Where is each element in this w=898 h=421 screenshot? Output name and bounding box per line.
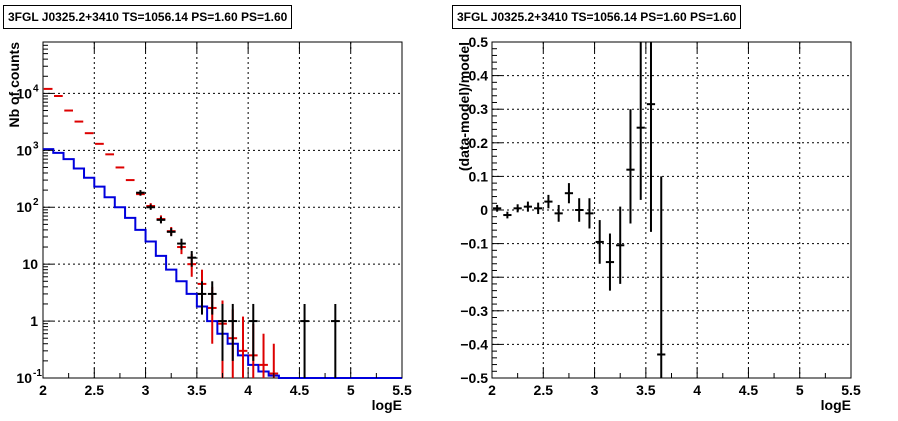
- data-point: [187, 251, 197, 267]
- y-tick-exponent: 4: [33, 83, 39, 94]
- residual-point: [605, 233, 615, 291]
- y-tick-label: 10: [16, 370, 32, 386]
- x-tick-label: 4.5: [290, 382, 310, 398]
- data-point: [166, 228, 176, 237]
- residual-point: [534, 202, 543, 215]
- residual-point: [513, 204, 522, 213]
- residual-point: [523, 201, 533, 212]
- residual-chart-title: 3FGL J0325.2+3410 TS=1056.14 PS=1.60 PS=…: [452, 5, 742, 29]
- data-point: [218, 303, 227, 361]
- residual-plot-frame: [491, 41, 852, 379]
- component-model-line: [43, 148, 402, 379]
- residual-x-axis-label: logE: [821, 397, 851, 413]
- x-tick-label: 2: [488, 382, 496, 398]
- x-tick-label: 2.5: [85, 382, 105, 398]
- residual-point: [544, 194, 553, 209]
- data-point: [146, 204, 156, 210]
- residual-point: [595, 220, 604, 264]
- x-tick-label: 4: [244, 382, 252, 398]
- y-tick-label: 1: [30, 313, 38, 329]
- y-tick-label: 0.4: [469, 68, 489, 84]
- y-tick-label: 10: [16, 199, 32, 215]
- y-tick-label: −0.5: [460, 370, 488, 386]
- x-tick-label: 4: [693, 382, 701, 398]
- data-point: [177, 238, 186, 250]
- residual-point: [636, 42, 645, 200]
- x-tick-label: 3: [591, 382, 599, 398]
- y-tick-exponent: 3: [33, 140, 39, 151]
- data-point: [330, 303, 340, 378]
- y-tick-label: 10: [16, 85, 32, 101]
- y-tick-label: 10: [22, 256, 38, 272]
- data-point: [197, 281, 207, 315]
- y-tick-label: 0: [480, 202, 488, 218]
- x-tick-label: 2.5: [534, 382, 554, 398]
- counts-x-axis-label: logE: [372, 397, 402, 413]
- y-tick-label: −0.1: [460, 236, 488, 252]
- x-tick-label: 5: [796, 382, 804, 398]
- y-tick-label: 0.1: [469, 168, 489, 184]
- y-tick-label: −0.4: [460, 336, 488, 352]
- data-point: [248, 303, 258, 361]
- data-point: [207, 281, 217, 315]
- model-point: [259, 333, 268, 378]
- x-tick-label: 3: [142, 382, 150, 398]
- residual-point: [657, 176, 666, 378]
- residual-point: [493, 204, 502, 212]
- residual-point: [585, 198, 594, 229]
- x-tick-label: 3.5: [636, 382, 656, 398]
- residual-point: [575, 198, 584, 222]
- x-tick-label: 5: [347, 382, 355, 398]
- x-tick-label: 5.5: [841, 382, 861, 398]
- y-tick-label: 0.5: [469, 34, 489, 50]
- data-point: [228, 303, 238, 361]
- data-point: [136, 190, 145, 196]
- model-point: [238, 316, 248, 378]
- x-tick-label: 4.5: [739, 382, 759, 398]
- residual-point: [646, 42, 656, 232]
- counts-chart-title: 3FGL J0325.2+3410 TS=1056.14 PS=1.60 PS=…: [3, 5, 293, 29]
- y-tick-label: −0.2: [460, 269, 488, 285]
- residual-point: [503, 211, 512, 219]
- y-tick-label: −0.3: [460, 303, 488, 319]
- residual-point: [554, 204, 563, 222]
- y-tick-label: 0.2: [469, 135, 489, 151]
- residual-point: [616, 206, 625, 284]
- data-point: [156, 216, 166, 224]
- x-tick-label: 2: [39, 382, 47, 398]
- residual-point: [564, 183, 574, 204]
- residual-y-axis-label: (data-model)/model: [456, 42, 472, 171]
- data-point: [300, 303, 309, 378]
- x-tick-label: 5.5: [392, 382, 412, 398]
- x-tick-label: 3.5: [187, 382, 207, 398]
- counts-y-axis-label: Nb of counts: [6, 42, 22, 128]
- residual-point: [626, 109, 635, 224]
- y-tick-label: 0.3: [469, 101, 489, 117]
- residual-panel: 2 2.5 3 3.5 4 4.5 5 5.5 −0.5 −0.4 −0.3 −0.2 −0.1 0 0.…: [456, 34, 861, 413]
- y-tick-exponent: 2: [33, 197, 39, 208]
- y-tick-exponent: -1: [33, 368, 42, 379]
- y-tick-label: 10: [16, 142, 32, 158]
